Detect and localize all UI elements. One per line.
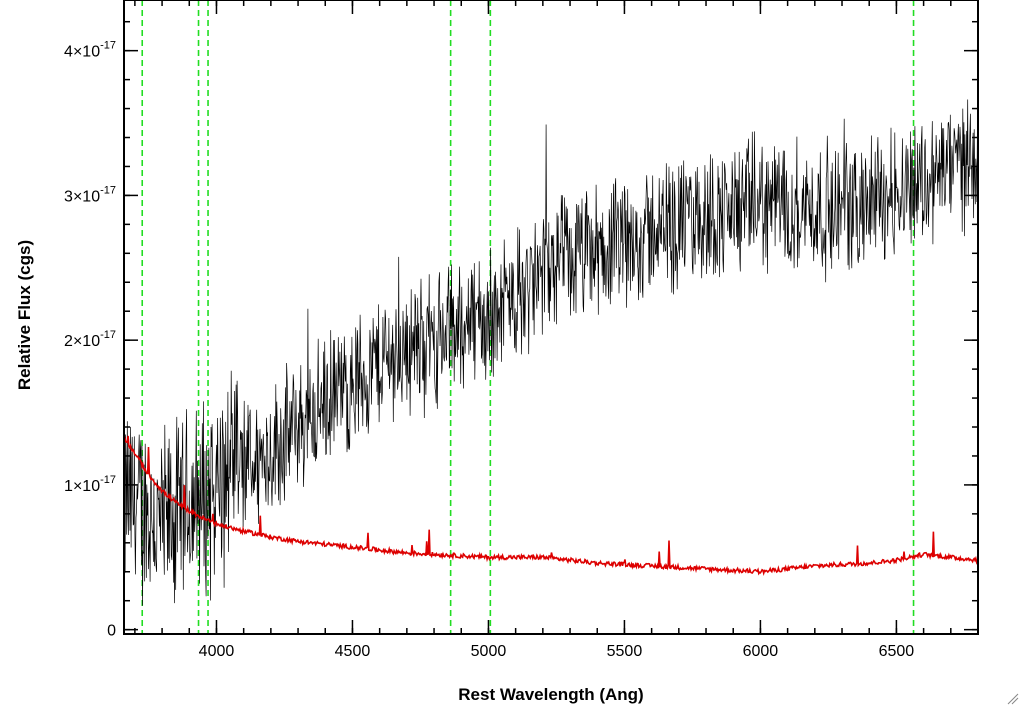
y-tick-label: 2×10-17 [64, 329, 116, 350]
observed-spectrum-line [124, 99, 978, 606]
model-spectrum-line [124, 435, 978, 577]
y-tick-label: 3×10-17 [64, 184, 116, 205]
resize-grip-icon[interactable] [1007, 693, 1019, 705]
x-tick-label: 5000 [471, 643, 507, 660]
x-tick-label: 6000 [743, 643, 779, 660]
x-tick-label: 6500 [879, 643, 915, 660]
x-tick-label: 4500 [335, 643, 371, 660]
x-tick-label: 4000 [199, 643, 235, 660]
y-tick-label: 0 [107, 623, 116, 640]
x-axis-title: Rest Wavelength (Ang) [458, 685, 643, 704]
x-tick-label: 5500 [607, 643, 643, 660]
plot-area [124, 0, 978, 634]
plot-frame [123, 0, 979, 635]
y-tick-label: 1×10-17 [64, 474, 116, 495]
y-axis-title: Relative Flux (cgs) [15, 240, 34, 390]
y-tick-label: 4×10-17 [64, 40, 116, 61]
axes: 4000 4500 5000 5500 6000 6500 0 1×10-17 2×10-17 3… [64, 0, 979, 660]
